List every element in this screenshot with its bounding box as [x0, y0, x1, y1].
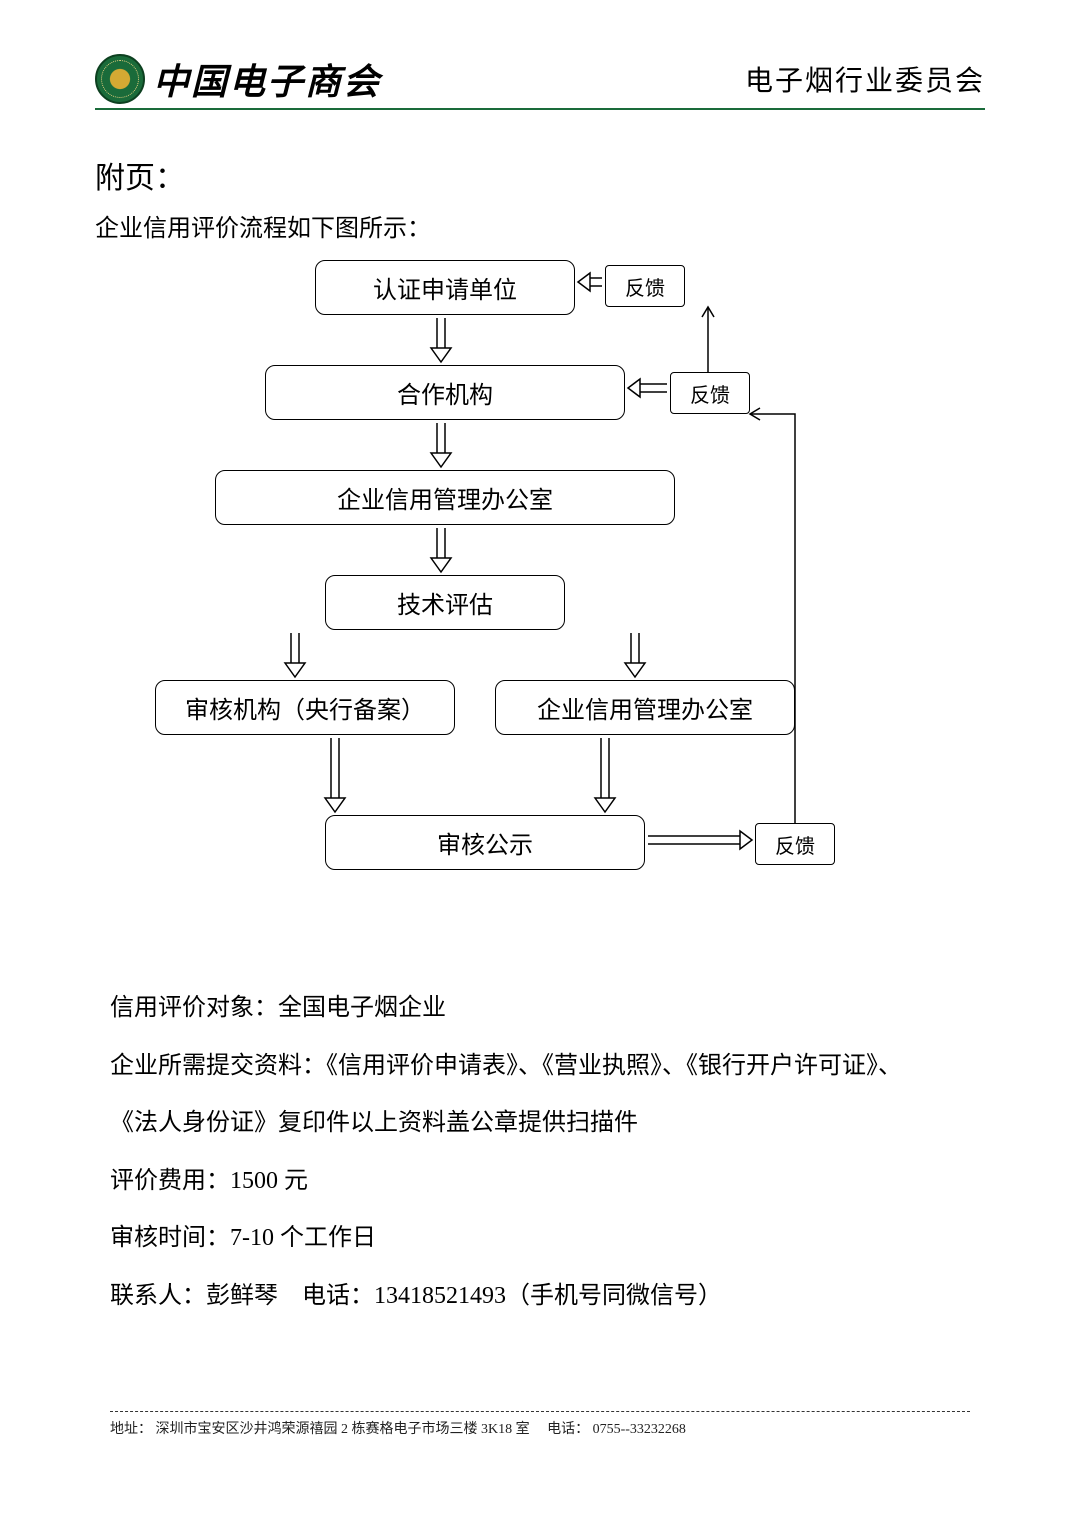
- flow-node-n2: 合作机构: [265, 365, 625, 420]
- org-name: 中国电子商会: [153, 53, 381, 105]
- flow-node-n1: 认证申请单位: [315, 260, 575, 315]
- flow-node-n3: 企业信用管理办公室: [215, 470, 675, 525]
- info-docs-2: 《法人身份证》复印件以上资料盖公章提供扫描件: [110, 1095, 970, 1153]
- info-contact: 联系人：彭鲜琴 电话：13418521493（手机号同微信号）: [110, 1268, 970, 1326]
- arrow-n4-n6: [625, 633, 645, 677]
- arrow-n7-fb3: [648, 831, 752, 849]
- arrow-fb1-fb2: [702, 307, 714, 372]
- page-footer: 地址： 深圳市宝安区沙井鸿荣源禧园 2 栋赛格电子市场三楼 3K18 室 电话：…: [110, 1411, 970, 1438]
- flow-node-n5: 审核机构（央行备案）: [155, 680, 455, 735]
- arrow-n2-n3: [431, 423, 451, 467]
- appendix-title: 附页：: [95, 155, 985, 203]
- footer-phone-label: 电话：: [547, 1422, 589, 1437]
- org-seal-icon: [95, 54, 145, 104]
- info-block: 信用评价对象：全国电子烟企业 企业所需提交资料：《信用评价申请表》、《营业执照》…: [110, 980, 970, 1326]
- flow-node-fb3: 反馈: [755, 823, 835, 865]
- committee-name: 电子烟行业委员会: [745, 59, 985, 99]
- arrow-n5-n7: [325, 738, 345, 812]
- footer-address-label: 地址：: [110, 1422, 152, 1437]
- info-target: 信用评价对象：全国电子烟企业: [110, 980, 970, 1038]
- flow-node-fb2: 反馈: [670, 372, 750, 414]
- info-duration: 审核时间：7-10 个工作日: [110, 1210, 970, 1268]
- flow-node-n6: 企业信用管理办公室: [495, 680, 795, 735]
- flow-node-n4: 技术评估: [325, 575, 565, 630]
- arrow-n3-n4: [431, 528, 451, 572]
- flow-node-n7: 审核公示: [325, 815, 645, 870]
- footer-address: 深圳市宝安区沙井鸿荣源禧园 2 栋赛格电子市场三楼 3K18 室: [156, 1422, 530, 1437]
- info-docs-1: 企业所需提交资料：《信用评价申请表》、《营业执照》、《银行开户许可证》、: [110, 1038, 970, 1096]
- flow-node-fb1: 反馈: [605, 265, 685, 307]
- credit-evaluation-flowchart: 认证申请单位合作机构企业信用管理办公室技术评估审核机构（央行备案）企业信用管理办…: [95, 260, 985, 920]
- page-header: 中国电子商会 电子烟行业委员会: [95, 50, 985, 110]
- arrow-fb1-n1: [578, 273, 602, 291]
- info-fee: 评价费用：1500 元: [110, 1153, 970, 1211]
- arrow-fb3-fb2: [750, 408, 795, 823]
- arrow-n6-n7: [595, 738, 615, 812]
- arrow-n1-n2: [431, 318, 451, 362]
- footer-phone: 0755--33232268: [593, 1422, 686, 1437]
- arrow-n4-n5: [285, 633, 305, 677]
- logo-block: 中国电子商会: [95, 53, 381, 105]
- arrow-fb2-n2: [628, 379, 667, 397]
- flowchart-intro: 企业信用评价流程如下图所示：: [95, 210, 985, 248]
